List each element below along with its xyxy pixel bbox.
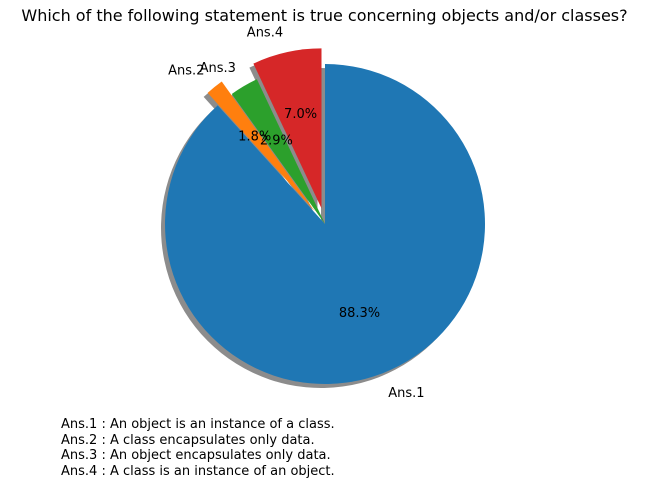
slice-category-label: Ans.1 xyxy=(388,386,424,401)
pie-slices xyxy=(165,48,485,385)
slice-percent-label: 1.8% xyxy=(238,129,271,144)
slice-percent-label: 2.9% xyxy=(260,134,293,149)
slice-percent-label: 7.0% xyxy=(284,107,317,122)
pie-slice-ans1 xyxy=(165,64,485,385)
chart-title: Which of the following statement is true… xyxy=(21,6,628,25)
slice-category-label: Ans.3 xyxy=(200,61,236,76)
slice-category-label: Ans.4 xyxy=(247,26,283,41)
answer-note: Ans.3 : An object encapsulates only data… xyxy=(61,448,331,463)
pie-slice-ans4 xyxy=(253,48,322,209)
slice-percent-label: 88.3% xyxy=(339,306,380,321)
answer-note: Ans.4 : A class is an instance of an obj… xyxy=(61,463,335,479)
slice-category-label: Ans.2 xyxy=(168,64,204,79)
answer-note: Ans.2 : A class encapsulates only data. xyxy=(61,432,315,448)
pie-slice-ans2 xyxy=(207,81,315,212)
pie-slice-ans3 xyxy=(231,79,325,225)
answer-note: Ans.1 : An object is an instance of a cl… xyxy=(61,417,335,432)
answer-notes: Ans.1 : An object is an instance of a cl… xyxy=(61,417,335,479)
pie-labels: Ans.1 88.3% Ans.2 1.8% Ans.3 2.9% Ans.4 7.0% xyxy=(168,26,424,401)
